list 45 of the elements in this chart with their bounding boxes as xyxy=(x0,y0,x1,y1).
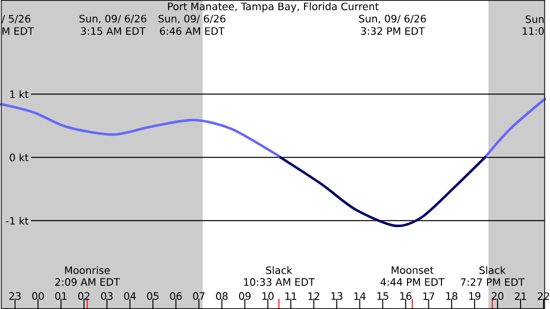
x-tick-label: 01 xyxy=(55,292,67,300)
annotation: / 5/26 xyxy=(2,14,30,24)
annotation: 4:44 PM EDT xyxy=(380,278,445,286)
annotation: 7:27 PM EDT xyxy=(460,278,525,286)
y-tick-label: 0 kt xyxy=(10,153,28,162)
x-tick-label: 05 xyxy=(147,292,158,300)
x-tick-label: 13 xyxy=(331,292,342,300)
x-tick-label: 04 xyxy=(124,292,136,300)
annotation: Moonset xyxy=(392,266,434,274)
y-tick-label: -1 kt xyxy=(6,216,28,224)
x-tick-label: 18 xyxy=(446,292,458,300)
annotation: Sun xyxy=(526,15,544,23)
chart-title: Port Manatee, Tampa Bay, Florida Current xyxy=(168,2,379,12)
annotation: 3:15 AM EDT xyxy=(81,27,146,35)
x-tick-label: 06 xyxy=(170,292,182,300)
x-tick-label: 09 xyxy=(239,292,251,300)
y-tick-label: 1 kt xyxy=(10,90,28,98)
annotation: 11:0 xyxy=(522,27,544,35)
x-tick-label: 21 xyxy=(514,292,526,300)
x-tick-label: 02 xyxy=(78,292,90,300)
x-tick-label: 19 xyxy=(469,292,480,300)
annotation: 3:32 PM EDT xyxy=(361,27,425,35)
x-tick-label: 03 xyxy=(101,292,113,300)
x-tick-label: 16 xyxy=(400,292,412,300)
x-tick-label: 07 xyxy=(193,292,204,300)
x-tick-label: 11 xyxy=(285,292,296,300)
annotation: Sun, 09/ 6/26 xyxy=(158,14,226,24)
x-tick-label: 20 xyxy=(492,292,504,300)
annotation: 2:09 AM EDT xyxy=(55,278,120,286)
x-tick-label: 12 xyxy=(308,292,320,300)
x-tick-label: 14 xyxy=(354,292,366,300)
annotation: M EDT xyxy=(2,27,34,35)
annotation: Moonrise xyxy=(65,266,110,274)
x-tick-label: 08 xyxy=(216,292,228,300)
x-tick-label: 17 xyxy=(423,292,434,300)
annotation: Sun, 09/ 6/26 xyxy=(359,14,426,24)
x-tick-label: 10 xyxy=(262,292,274,300)
annotation: Slack xyxy=(479,266,506,274)
annotation: 6:46 AM EDT xyxy=(160,27,225,35)
annotation: Sun, 09/ 6/26 xyxy=(80,14,146,24)
x-tick-label: 00 xyxy=(32,292,44,300)
x-tick-label: 23 xyxy=(9,292,21,300)
x-tick-label: 15 xyxy=(377,292,388,300)
annotation: 10:33 AM EDT xyxy=(244,278,315,286)
annotation: Slack xyxy=(266,266,292,274)
